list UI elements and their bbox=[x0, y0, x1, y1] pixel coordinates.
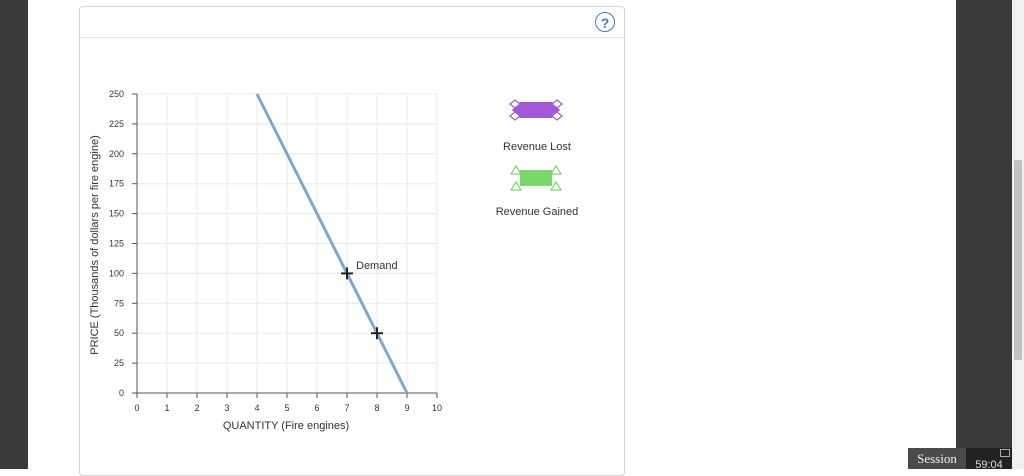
help-button[interactable]: ? bbox=[595, 12, 615, 32]
purple-diamond-rectangle-icon[interactable] bbox=[512, 102, 560, 118]
minimize-icon[interactable] bbox=[1000, 449, 1010, 457]
graph-panel: ? bbox=[79, 6, 625, 476]
green-triangle-rectangle-icon[interactable] bbox=[520, 170, 552, 186]
revenue-gained-tool[interactable] bbox=[509, 164, 563, 191]
panel-divider bbox=[80, 37, 624, 38]
triangle-right-top-icon bbox=[549, 164, 563, 175]
scrollbar-thumb[interactable] bbox=[1014, 160, 1022, 360]
triangle-left-bottom-icon bbox=[509, 180, 523, 191]
triangle-right-bottom-icon bbox=[549, 180, 563, 191]
revenue-lost-tool[interactable] bbox=[509, 99, 563, 121]
diamond-left-top-icon bbox=[509, 99, 521, 109]
session-label: Session bbox=[908, 448, 966, 469]
left-dark-bar bbox=[0, 0, 28, 469]
diamond-left-bottom-icon bbox=[509, 111, 521, 121]
right-dark-bar bbox=[956, 0, 1012, 469]
diamond-right-top-icon bbox=[551, 99, 563, 109]
triangle-left-top-icon bbox=[509, 164, 523, 175]
diamond-right-bottom-icon bbox=[551, 111, 563, 121]
